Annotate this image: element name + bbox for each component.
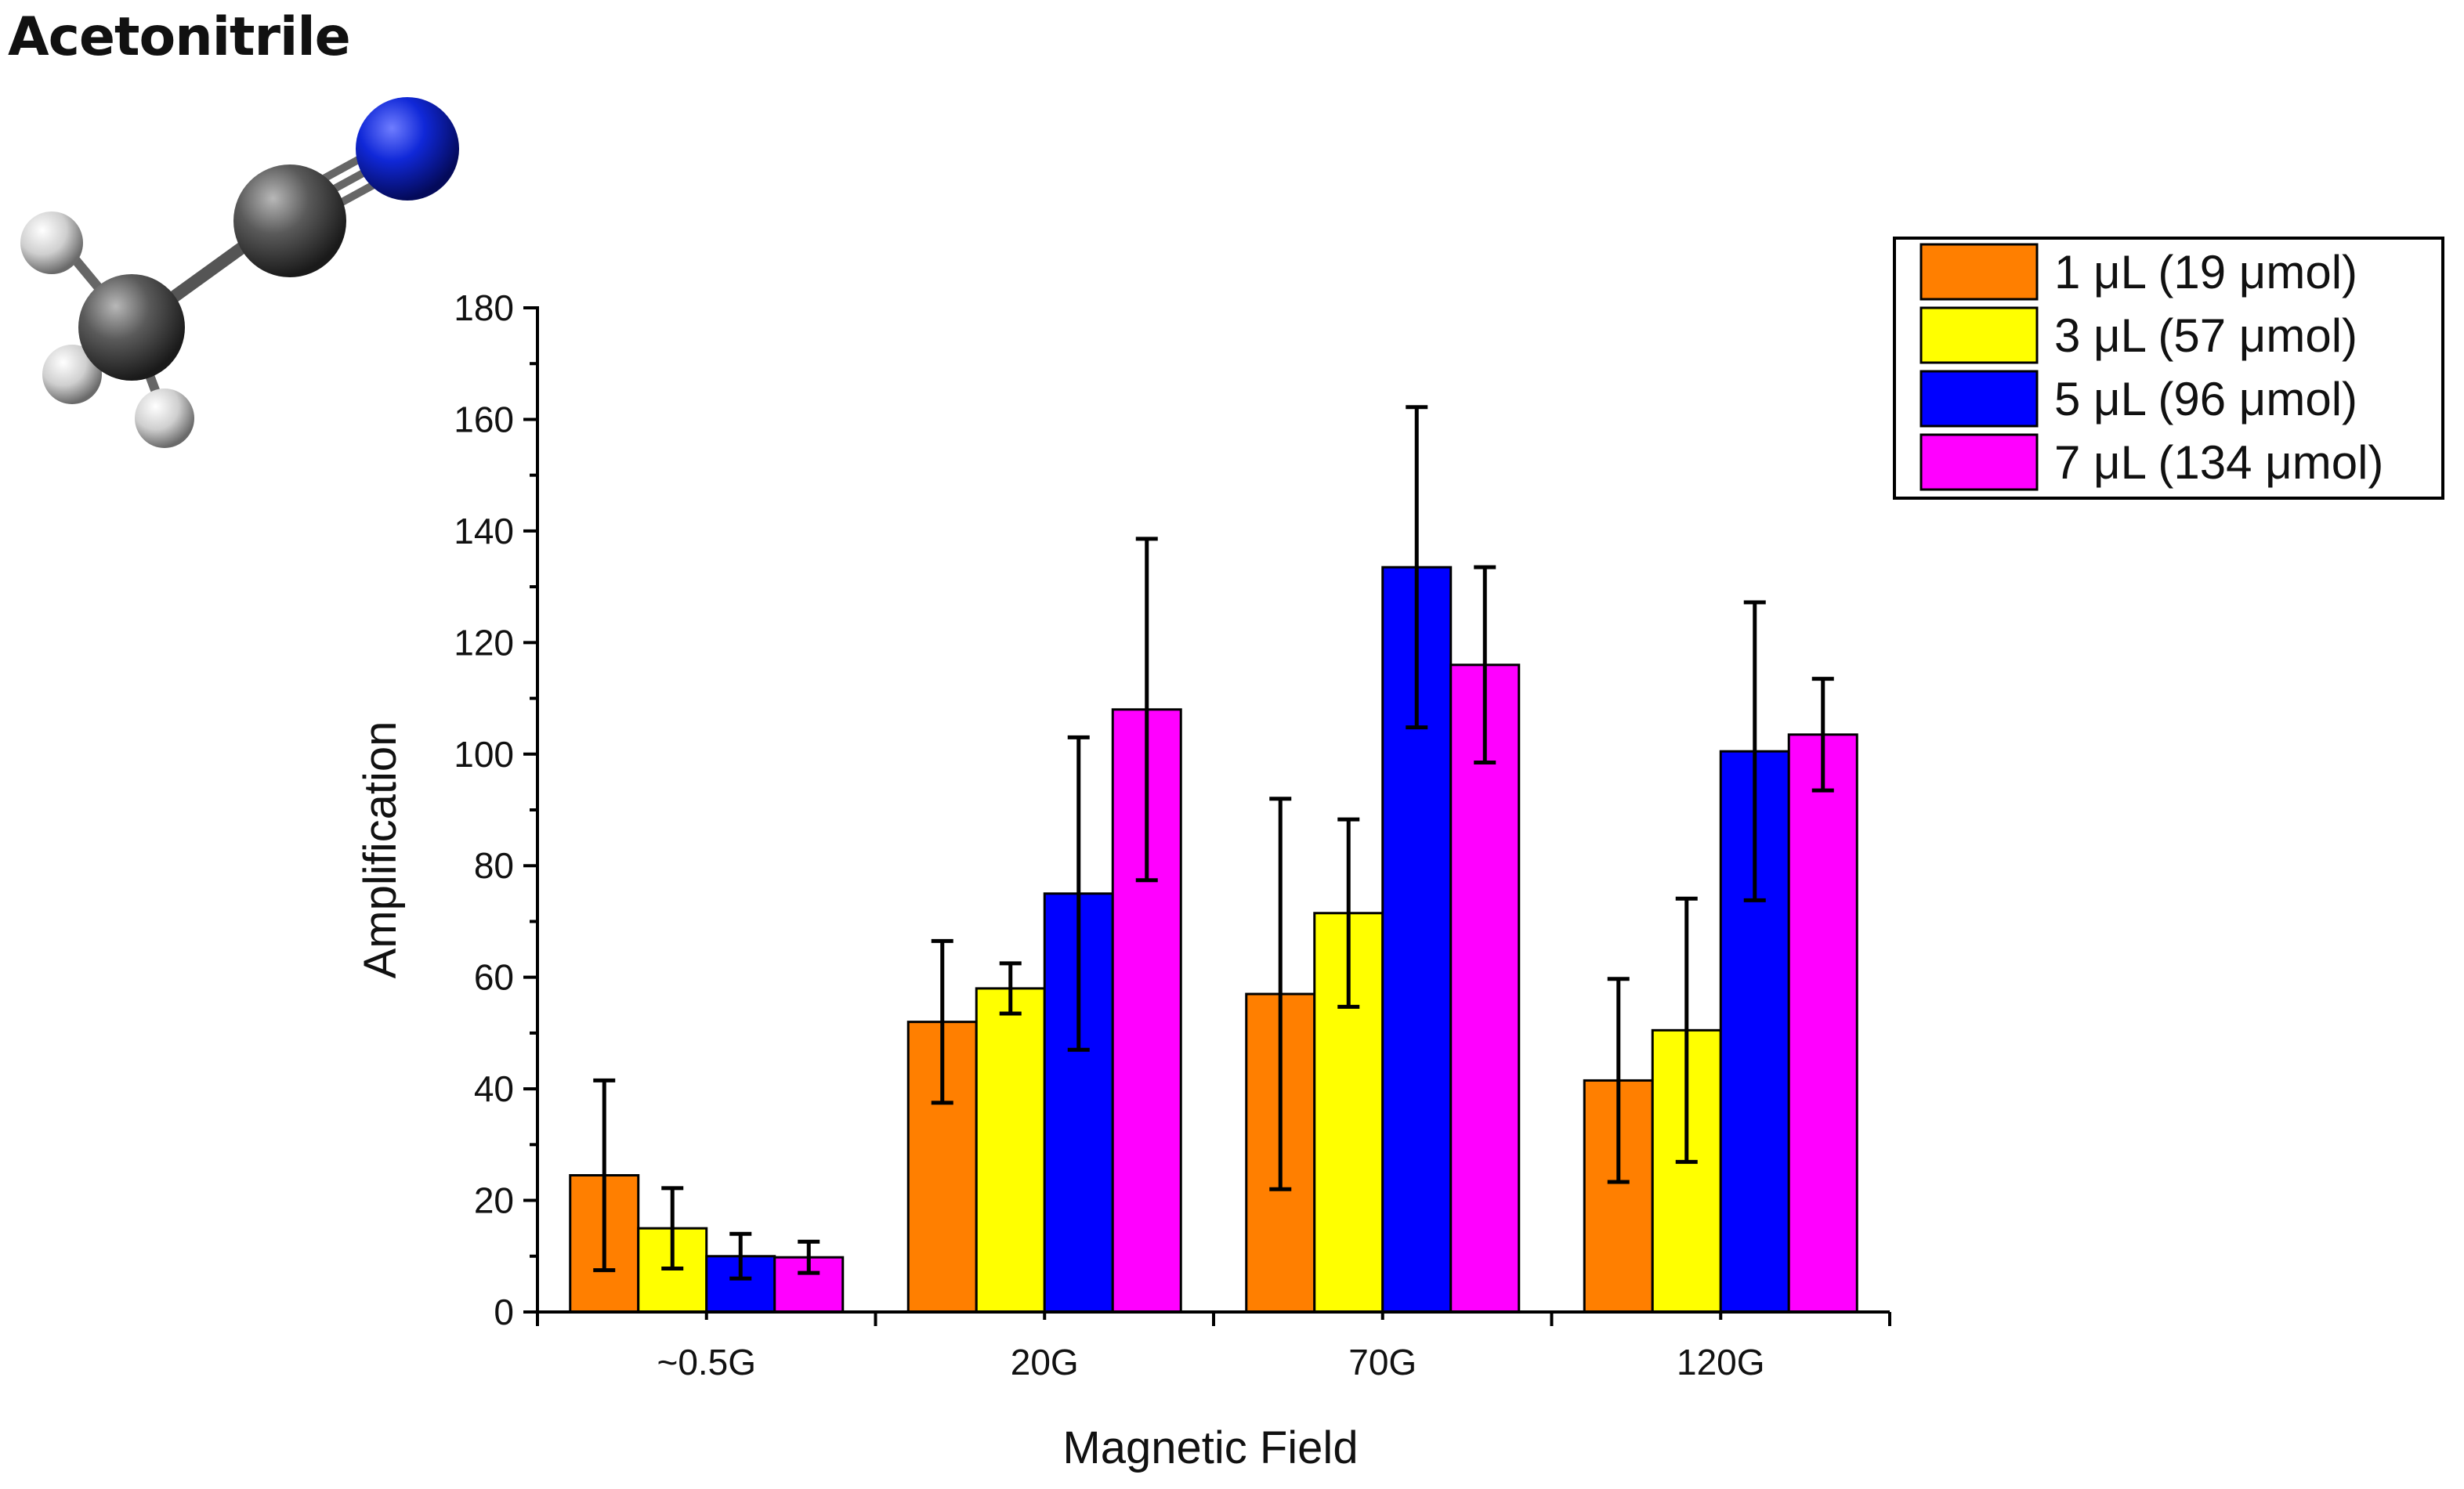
error-bar [1811, 677, 1834, 793]
legend-item: 1 μL (19 μmol) [1919, 243, 2357, 301]
legend-swatch [1919, 370, 2039, 428]
y-tick-label: 0 [494, 1292, 514, 1332]
hydrogen-atom [20, 211, 83, 274]
error-bar [999, 961, 1022, 1016]
legend-label: 1 μL (19 μmol) [2054, 246, 2357, 298]
legend-item: 3 μL (57 μmol) [1919, 306, 2357, 364]
y-tick-label: 40 [474, 1068, 514, 1109]
acetonitrile-molecule-image [20, 97, 459, 448]
error-bar [661, 1186, 684, 1270]
error-bar [1269, 797, 1292, 1191]
error-bar [1067, 735, 1090, 1052]
error-bar [798, 1239, 820, 1275]
error-bar [1675, 896, 1698, 1164]
nitrogen-atom [356, 97, 459, 201]
hydrogen-atom [42, 345, 102, 404]
x-tick-label: 20G [1011, 1342, 1079, 1382]
bars [569, 566, 1858, 1314]
y-tick-label: 160 [454, 399, 514, 439]
carbon-atom [78, 274, 185, 381]
legend-swatch [1919, 433, 2039, 491]
y-axis-title: Amplification [355, 721, 406, 979]
bar [975, 987, 1046, 1314]
legend-swatch [1919, 306, 2039, 364]
bar [773, 1256, 845, 1314]
y-tick-label: 180 [454, 287, 514, 328]
y-tick-label: 100 [454, 734, 514, 775]
legend-item: 5 μL (96 μmol) [1919, 370, 2357, 428]
error-bar [1135, 537, 1158, 883]
x-tick-label: ~0.5G [657, 1342, 756, 1382]
y-tick-label: 120 [454, 622, 514, 663]
y-tick-label: 20 [474, 1180, 514, 1221]
carbon-atom [233, 164, 346, 277]
error-bar [1337, 817, 1360, 1009]
legend-label: 5 μL (96 μmol) [2054, 373, 2357, 425]
legend: 1 μL (19 μmol) 3 μL (57 μmol) 5 μL (96 μmo… [1893, 237, 2444, 500]
figure-title: Acetonitrile [8, 6, 351, 68]
x-axis-title: Magnetic Field [1062, 1422, 1358, 1473]
error-bars [593, 405, 1834, 1281]
error-bar [593, 1078, 616, 1273]
error-bar [1743, 600, 1766, 902]
error-bar [729, 1231, 752, 1281]
legend-item: 7 μL (134 μmol) [1919, 433, 2383, 491]
hydrogen-atom [135, 389, 194, 448]
bar [1449, 663, 1521, 1314]
error-bar [1474, 565, 1496, 764]
error-bar [931, 938, 953, 1105]
y-tick-label: 140 [454, 511, 514, 551]
legend-swatch [1919, 243, 2039, 301]
x-axis-ticks: ~0.5G 20G 70G 120G [536, 1312, 1891, 1382]
error-bar [1406, 405, 1428, 730]
bar [1787, 733, 1858, 1314]
error-bar [1607, 977, 1630, 1184]
x-tick-label: 70G [1348, 1342, 1417, 1382]
y-tick-label: 80 [474, 845, 514, 886]
y-axis-ticks: 0 20 40 60 80 100 120 140 160 180 [454, 287, 537, 1332]
x-tick-label: 120G [1677, 1342, 1765, 1382]
legend-label: 3 μL (57 μmol) [2054, 309, 2357, 362]
legend-label: 7 μL (134 μmol) [2054, 436, 2383, 489]
y-tick-label: 60 [474, 957, 514, 998]
